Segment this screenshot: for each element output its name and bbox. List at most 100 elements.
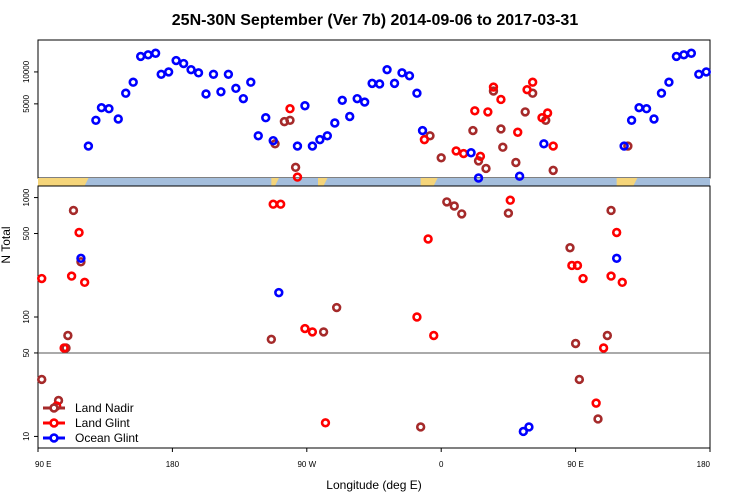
point-land-nadir [574,374,585,385]
lower-y-axis: 10 50 100 500 1000 [22,188,38,441]
point-ocean-glint [359,97,370,107]
point-land-nadir [63,330,73,341]
y-tick-label: 100 [22,310,31,324]
point-land-nadir [570,338,581,349]
point-ocean-glint [156,69,166,79]
point-ocean-glint [539,139,549,149]
point-ocean-glint [171,55,181,66]
point-ocean-glint [397,68,407,78]
x-tick-label: 180 [697,460,711,469]
point-land-nadir [498,142,508,152]
x-axis: 90 E 180 90 W 0 90 E 180 [35,448,711,469]
point-ocean-glint [178,58,189,69]
land-segment [318,178,328,186]
point-ocean-glint [656,88,667,98]
point-land-glint [292,172,303,182]
point-ocean-glint [404,71,415,81]
point-ocean-glint [307,141,318,151]
point-land-glint [429,330,439,341]
data-points [37,48,711,437]
point-ocean-glint [163,67,174,77]
point-land-glint [412,312,422,322]
y-tick-label: 500 [22,226,31,240]
y-tick-label: 10 [22,431,31,440]
point-land-nadir [68,205,79,216]
chart-title: 25N-30N September (Ver 7b) 2014-09-06 to… [172,12,579,29]
land-segment [616,178,638,186]
point-ocean-glint [91,115,101,125]
point-ocean-glint [473,173,484,183]
point-ocean-glint [292,141,303,151]
point-land-glint [74,227,84,238]
legend-marker [49,418,59,428]
x-tick-label: 0 [439,460,444,469]
point-land-glint [617,277,627,288]
point-land-nadir [602,330,613,341]
y-tick-label: 1000 [22,188,31,206]
point-ocean-glint [337,95,347,106]
point-land-glint [527,77,538,87]
point-land-glint [522,84,532,95]
point-ocean-glint [104,104,114,114]
point-ocean-glint [322,131,333,141]
point-ocean-glint [201,89,211,99]
point-ocean-glint [466,148,476,158]
x-tick-label: 90 E [567,460,583,469]
point-ocean-glint [253,131,263,141]
point-land-nadir [593,414,603,424]
point-land-nadir [318,327,329,337]
point-land-glint [59,343,69,353]
point-ocean-glint [694,69,704,79]
point-land-glint [496,94,506,105]
point-land-glint [66,271,77,281]
point-land-glint [572,260,583,271]
land-segment [420,178,438,186]
point-land-nadir [488,86,499,96]
point-land-nadir [76,257,86,267]
y-tick-label: 10000 [22,60,31,83]
point-land-nadir [481,163,491,174]
point-land-glint [275,199,286,209]
point-ocean-glint [352,93,362,104]
legend-label: Ocean Glint [75,431,139,445]
point-land-glint [591,398,601,408]
point-land-glint [268,199,278,209]
point-ocean-glint [238,93,249,104]
point-land-glint [606,271,616,281]
point-ocean-glint [150,48,161,58]
lower-panel-frame [37,185,711,449]
point-ocean-glint [417,125,428,136]
land-segment [271,178,279,186]
land-segment [38,178,89,186]
point-ocean-glint [113,114,123,124]
x-axis-label: Longitude (deg E) [326,478,421,492]
point-ocean-glint [367,78,377,89]
legend-marker [49,433,59,443]
point-land-nadir [436,153,446,163]
point-land-glint [548,141,558,151]
point-land-nadir [511,157,521,168]
point-land-nadir [548,165,558,176]
point-ocean-glint [300,101,310,111]
point-land-nadir [473,156,484,166]
point-ocean-glint [76,253,86,264]
upper-y-axis: 5000 10000 [22,60,38,113]
point-ocean-glint [193,68,204,78]
point-land-glint [307,327,318,337]
land-ocean-band [38,178,710,186]
point-ocean-glint [208,69,219,79]
legend-marker [49,403,59,413]
point-land-glint [537,113,547,123]
x-tick-label: 90 E [35,460,51,469]
point-land-nadir [266,334,277,345]
point-ocean-glint [686,48,697,58]
point-ocean-glint [634,103,644,113]
point-ocean-glint [518,426,529,437]
point-land-glint [419,134,430,145]
point-ocean-glint [514,171,525,181]
point-land-nadir [503,208,514,218]
point-land-glint [423,234,433,244]
point-ocean-glint [83,141,94,151]
point-land-nadir [37,374,47,385]
